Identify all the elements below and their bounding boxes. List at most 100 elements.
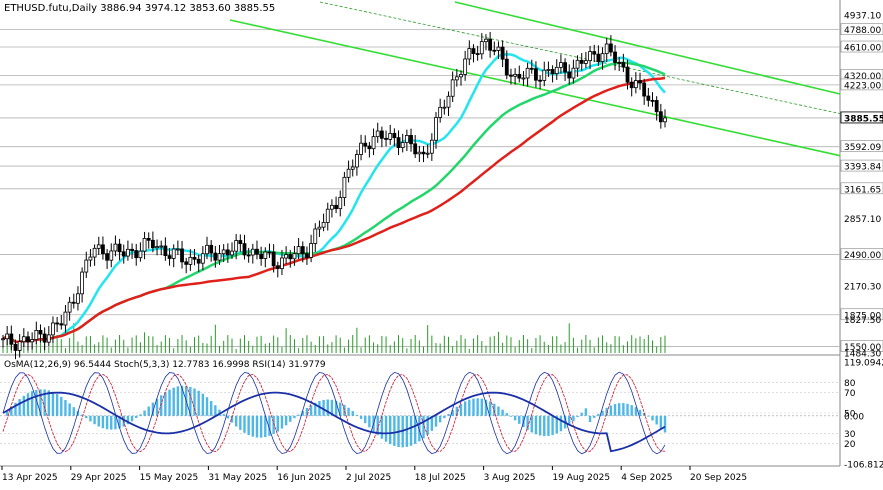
candle-body [155, 246, 159, 249]
candle-body [63, 311, 68, 326]
indicator-tick-label: 30 [844, 430, 856, 440]
candle-body [171, 248, 176, 259]
candle-body [592, 51, 597, 55]
candle-body [608, 43, 613, 53]
candle-body [259, 253, 264, 259]
level-label: 3161.65 [844, 185, 881, 195]
candle-body [346, 168, 351, 178]
channel-mid [319, 1, 841, 114]
candle-body [71, 301, 76, 304]
indicator-panel [0, 371, 840, 455]
candle-body [542, 69, 547, 81]
candle-body [80, 271, 85, 295]
candle-body [238, 240, 243, 245]
candle-body [1, 338, 5, 341]
candle-body [246, 254, 251, 257]
candle-body [255, 248, 259, 255]
date-label: 2 Jul 2025 [346, 473, 391, 483]
candle-body [604, 43, 609, 55]
candle-body [263, 251, 268, 259]
candle-body [550, 69, 555, 75]
stoch-main-line [2, 371, 666, 455]
moving-averages [2, 53, 666, 344]
candle-body [504, 58, 509, 76]
channel-upper [454, 1, 841, 95]
candle-body [146, 238, 151, 241]
candle-body [250, 248, 255, 256]
indicator-tick-label: 119.0942 [844, 359, 883, 369]
candle-body [638, 80, 642, 84]
candle-body [600, 53, 605, 62]
candle-body [409, 134, 413, 145]
candle-body [396, 137, 401, 149]
candle-body [454, 76, 459, 81]
date-label: 29 Apr 2025 [71, 473, 127, 483]
candle-body [575, 59, 580, 69]
candle-body [234, 240, 239, 252]
candle-body [213, 252, 218, 261]
candle-body [167, 255, 172, 259]
candle-body [509, 74, 513, 77]
current-price-box [840, 111, 883, 124]
candle-body [475, 53, 480, 55]
candle-body [517, 73, 522, 79]
date-label: 4 Sep 2025 [621, 473, 672, 483]
candle-body [525, 67, 530, 79]
price-tick-label: 4937.10 [844, 12, 881, 22]
candle-body [126, 248, 130, 257]
indicator-tick-label: 80 [844, 379, 856, 389]
candle-body [617, 62, 622, 64]
candle-body [367, 145, 372, 150]
candle-body [180, 248, 184, 263]
level-label-box [840, 308, 883, 321]
candle-body [280, 257, 284, 269]
candle-body [188, 256, 193, 265]
candle-body [463, 58, 468, 75]
level-label-box [840, 340, 883, 352]
level-label-box [840, 78, 883, 91]
candle-body [571, 67, 576, 79]
level-label: 4788.00 [844, 26, 881, 36]
candle-body [17, 341, 22, 351]
candle-body [196, 258, 201, 264]
candle-body [242, 243, 247, 256]
candle-body [559, 62, 563, 68]
candle-body [379, 130, 384, 139]
close-value: 3885.55 [233, 3, 276, 14]
candle-body [21, 336, 26, 343]
candle-body [588, 51, 592, 62]
candle-body [88, 256, 93, 261]
date-label: 31 May 2025 [208, 473, 267, 483]
current-price-label: 3885.55 [844, 114, 883, 124]
candle-body [421, 151, 426, 155]
date-label: 16 Jun 2025 [277, 473, 331, 483]
candle-body [92, 247, 97, 258]
ma-short-line [2, 53, 666, 344]
candle-body [113, 243, 118, 252]
candle-body [275, 265, 280, 269]
candle-body [101, 244, 105, 255]
candle-body [267, 251, 272, 254]
candle-body [471, 48, 476, 54]
candle-body [563, 62, 567, 73]
candle-body [488, 38, 493, 51]
candle-body [429, 139, 434, 154]
date-axis: 13 Apr 2025 29 Apr 2025 15 May 2025 31 May … [1, 466, 747, 483]
candle-body [26, 336, 30, 343]
candle-body [313, 228, 318, 244]
candle-body [296, 246, 301, 255]
candle-body [438, 106, 443, 118]
candle-body [209, 244, 214, 254]
candle-body [625, 66, 630, 83]
candle-body [546, 69, 551, 71]
candle-body [363, 142, 368, 147]
candle-body [521, 77, 526, 80]
candle-body [84, 259, 89, 273]
candle-body [46, 334, 51, 343]
date-label: 15 May 2025 [140, 473, 199, 483]
candle-body [38, 330, 43, 335]
candle-body [105, 253, 109, 261]
level-label-box [840, 248, 883, 260]
